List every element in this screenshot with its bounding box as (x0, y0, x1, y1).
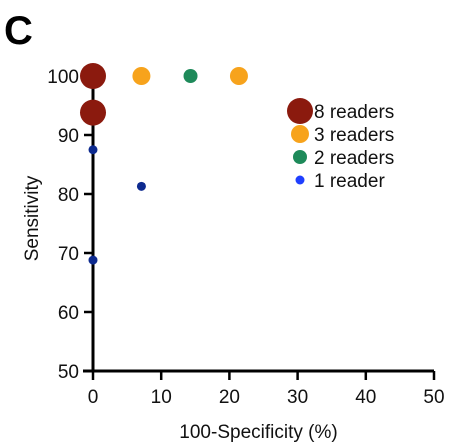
x-tick-label: 30 (287, 387, 308, 408)
y-tick-label: 70 (58, 244, 79, 265)
legend-marker (291, 125, 309, 143)
data-points (80, 63, 248, 265)
x-tick-label: 0 (88, 387, 99, 408)
data-point (88, 145, 98, 155)
x-tick-label: 20 (219, 387, 240, 408)
y-tick-label: 60 (58, 303, 79, 324)
legend-marker (295, 175, 305, 185)
data-point (132, 67, 151, 85)
data-point (136, 181, 146, 191)
data-point (80, 99, 106, 126)
y-tick-label: 90 (58, 126, 79, 147)
data-point (229, 67, 248, 85)
panel-label: C (4, 9, 33, 53)
legend-label: 8 readers (314, 102, 394, 123)
y-tick-label: 50 (58, 362, 79, 383)
legend-label: 2 readers (314, 148, 394, 169)
axes: 50 60 70 80 90 100 0 10 20 30 40 50 (47, 67, 444, 408)
legend-marker (293, 150, 307, 164)
y-axis-title: Sensitivity (22, 175, 43, 261)
y-tick-label: 100 (47, 67, 79, 88)
legend-label: 1 reader (314, 171, 385, 192)
x-axis-title: 100-Specificity (%) (179, 422, 337, 443)
x-tick-label: 40 (355, 387, 376, 408)
data-point (80, 63, 106, 89)
data-point (88, 255, 98, 265)
x-tick-label: 10 (151, 387, 172, 408)
y-tick-label: 80 (58, 185, 79, 206)
x-tick-label: 50 (423, 387, 444, 408)
legend-label: 3 readers (314, 125, 394, 146)
legend-marker (287, 98, 313, 124)
data-point (183, 69, 198, 83)
